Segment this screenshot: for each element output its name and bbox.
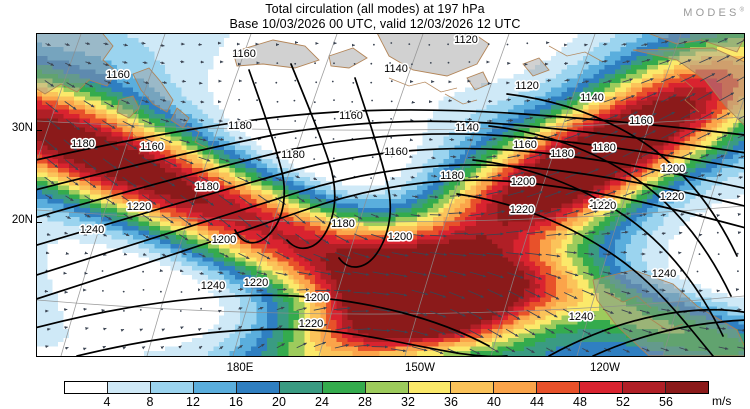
colorbar-tick-label: 36 [431, 395, 471, 409]
colorbar-swatch [151, 382, 194, 393]
colorbar-swatch [108, 382, 151, 393]
colorbar-swatch [537, 382, 580, 393]
latitude-label: 20N [0, 214, 33, 226]
latitude-tick [36, 222, 42, 223]
colorbar-units-label: m/s [712, 394, 731, 408]
colorbar-swatch [623, 382, 666, 393]
colorbar-swatch [366, 382, 409, 393]
colorbar-tick-label: 56 [646, 395, 686, 409]
colorbar-swatch [237, 382, 280, 393]
colorbar-tick-label: 44 [517, 395, 557, 409]
colorbar-tick-label: 24 [302, 395, 342, 409]
colorbar-tick-label: 16 [216, 395, 256, 409]
title-line-1: Total circulation (all modes) at 197 hPa [0, 2, 750, 17]
colorbar-swatch [666, 382, 708, 393]
colorbar-tick-label: 48 [560, 395, 600, 409]
colorbar-swatch [409, 382, 452, 393]
colorbar-swatch [580, 382, 623, 393]
latitude-label: 30N [0, 122, 33, 134]
colorbar-tick-label: 8 [130, 395, 170, 409]
registered-mark-icon: ® [740, 7, 744, 13]
page-title: Total circulation (all modes) at 197 hPa… [0, 2, 750, 32]
colorbar-swatch [323, 382, 366, 393]
colorbar-tick-label: 40 [474, 395, 514, 409]
colorbar-tick-label: 28 [345, 395, 385, 409]
title-line-2: Base 10/03/2026 00 UTC, valid 12/03/2026… [0, 17, 750, 32]
colorbar-tick-label: 52 [603, 395, 643, 409]
colorbar-swatch [451, 382, 494, 393]
longitude-label: 180E [210, 362, 270, 374]
modes-logo: MODES® [683, 7, 744, 19]
latitude-tick [36, 130, 42, 131]
colorbar-swatch [194, 382, 237, 393]
colorbar-tick-label: 32 [388, 395, 428, 409]
colorbar-swatch [280, 382, 323, 393]
colorbar-swatch [494, 382, 537, 393]
colorbar-swatch [65, 382, 108, 393]
modes-logo-text: MODES [683, 7, 739, 19]
colorbar-tick-label: 20 [259, 395, 299, 409]
weather-map: 1160116011601160114011401120112011201120… [37, 34, 744, 356]
colorbar-tick-label: 12 [173, 395, 213, 409]
colorbar-tick-label: 4 [87, 395, 127, 409]
colorbar[interactable] [64, 381, 709, 394]
longitude-label: 120W [575, 362, 635, 374]
longitude-label: 150W [390, 362, 450, 374]
